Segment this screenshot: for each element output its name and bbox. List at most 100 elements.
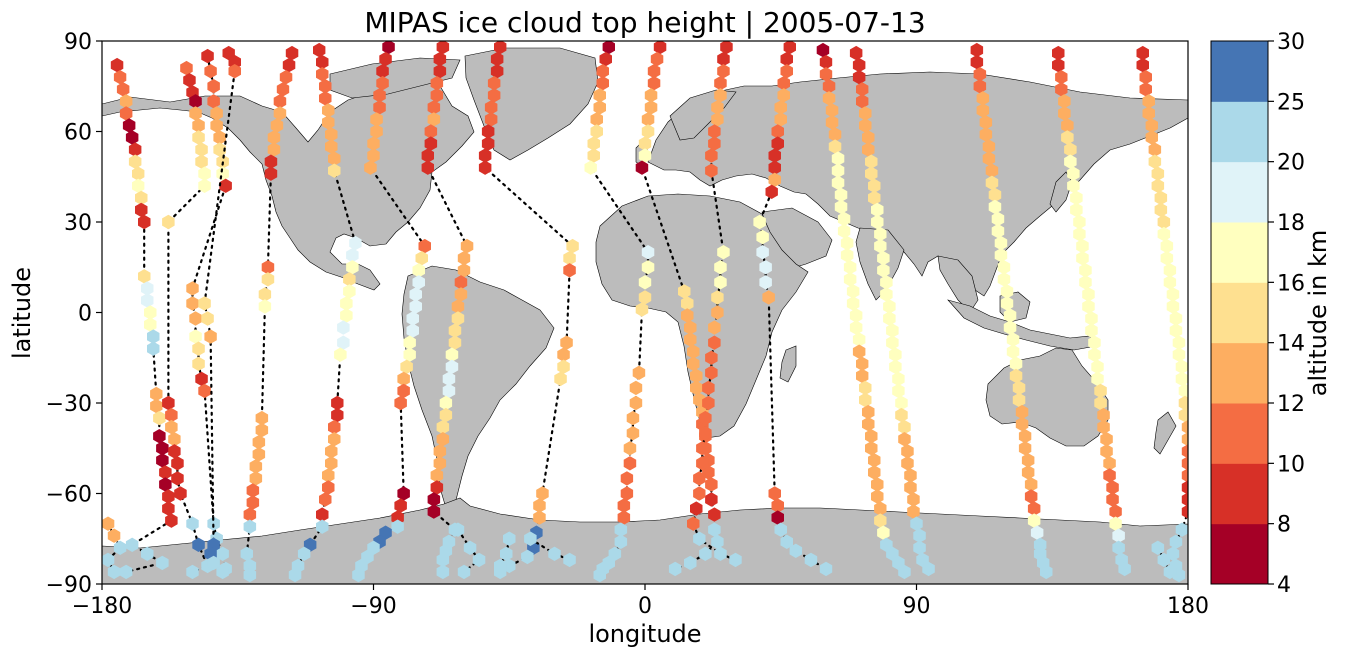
cloud-marker bbox=[705, 163, 718, 178]
cloud-marker bbox=[1139, 70, 1152, 85]
cloud-marker bbox=[207, 79, 220, 94]
cloud-marker bbox=[427, 504, 441, 519]
cloud-marker bbox=[991, 223, 1005, 239]
cloud-marker bbox=[409, 287, 422, 302]
cloud-marker bbox=[825, 103, 839, 118]
cloud-marker bbox=[892, 383, 905, 399]
cloud-marker bbox=[403, 335, 416, 350]
colorbar-bin bbox=[1211, 222, 1268, 283]
cloud-marker bbox=[557, 359, 570, 374]
cloud-marker bbox=[391, 519, 404, 534]
cloud-marker bbox=[889, 359, 902, 374]
cloud-marker bbox=[1148, 142, 1162, 157]
cloud-marker bbox=[868, 465, 881, 480]
cloud-marker bbox=[171, 456, 184, 471]
cloud-marker bbox=[457, 564, 471, 580]
cloud-marker bbox=[985, 163, 999, 178]
cloud-marker bbox=[403, 347, 416, 362]
cloud-marker bbox=[696, 441, 709, 456]
cloud-marker bbox=[198, 383, 211, 399]
cloud-marker bbox=[406, 323, 419, 338]
cloud-marker bbox=[162, 395, 175, 411]
cloud-marker bbox=[328, 151, 341, 166]
cloud-marker bbox=[979, 115, 993, 130]
colorbar-bin bbox=[1211, 403, 1268, 464]
orbit-track bbox=[753, 41, 833, 577]
cloud-marker bbox=[1160, 238, 1174, 254]
cloud-marker bbox=[279, 70, 293, 85]
cloud-marker bbox=[472, 552, 486, 568]
cloud-marker bbox=[886, 323, 899, 338]
cloud-marker bbox=[159, 477, 172, 492]
cloud-marker bbox=[141, 293, 154, 308]
cloud-marker bbox=[216, 546, 229, 561]
cloud-marker bbox=[1085, 323, 1098, 338]
cloud-marker bbox=[436, 419, 450, 435]
colorbar-bin bbox=[1211, 41, 1268, 102]
cloud-marker bbox=[623, 456, 637, 471]
y-tick-label: 0 bbox=[78, 302, 92, 327]
cloud-marker bbox=[1067, 166, 1080, 181]
cloud-marker bbox=[804, 552, 818, 568]
cloud-marker bbox=[1006, 332, 1020, 347]
cloud-marker bbox=[877, 263, 890, 278]
cloud-marker bbox=[1040, 564, 1053, 580]
colorbar-bin bbox=[1211, 523, 1268, 585]
cloud-marker bbox=[1073, 226, 1086, 242]
cloud-marker bbox=[708, 522, 721, 537]
cloud-marker bbox=[331, 395, 344, 411]
cloud-marker bbox=[264, 154, 278, 169]
orbit-track bbox=[1151, 540, 1177, 580]
orbit-track bbox=[1136, 45, 1188, 583]
cloud-marker bbox=[632, 365, 646, 380]
cloud-marker bbox=[171, 471, 184, 486]
cloud-marker bbox=[258, 299, 272, 314]
cloud-marker bbox=[1142, 106, 1155, 121]
cloud-marker bbox=[1136, 57, 1149, 73]
cloud-marker bbox=[641, 245, 655, 260]
cloud-marker bbox=[113, 70, 127, 85]
cloud-marker bbox=[563, 251, 576, 266]
cloud-marker bbox=[243, 558, 257, 574]
cloud-marker bbox=[533, 498, 546, 513]
cloud-marker bbox=[819, 54, 833, 70]
cloud-marker bbox=[1160, 251, 1174, 266]
orbit-track bbox=[102, 516, 127, 580]
cloud-marker bbox=[696, 456, 709, 471]
orbit-track bbox=[687, 41, 742, 568]
cloud-marker bbox=[708, 507, 721, 522]
cloud-marker bbox=[880, 275, 893, 290]
cloud-marker bbox=[970, 42, 984, 58]
cloud-marker bbox=[717, 51, 730, 67]
cloud-marker bbox=[325, 456, 338, 471]
cloud-marker bbox=[913, 528, 926, 543]
cloud-marker bbox=[1024, 477, 1038, 492]
cloud-marker bbox=[207, 94, 220, 109]
cloud-marker bbox=[107, 528, 121, 543]
cloud-marker bbox=[831, 175, 845, 190]
colorbar-bin bbox=[1211, 161, 1268, 223]
cloud-marker bbox=[877, 525, 890, 540]
cloud-marker bbox=[638, 148, 652, 163]
cloud-marker bbox=[705, 492, 718, 507]
cloud-marker bbox=[1154, 202, 1168, 218]
cloud-marker bbox=[1088, 335, 1101, 350]
colorbar-tick-label: 4 bbox=[1277, 573, 1291, 598]
cloud-marker bbox=[436, 552, 450, 568]
cloud-marker bbox=[370, 112, 383, 127]
cloud-marker bbox=[862, 404, 875, 420]
cloud-marker bbox=[213, 130, 226, 145]
cloud-marker bbox=[165, 513, 178, 528]
cloud-marker bbox=[1091, 359, 1104, 374]
cloud-marker bbox=[433, 51, 447, 67]
cloud-marker bbox=[852, 70, 866, 85]
cloud-marker bbox=[1094, 395, 1107, 411]
cloud-marker bbox=[113, 540, 127, 555]
cloud-marker bbox=[273, 94, 287, 109]
cloud-marker bbox=[1018, 429, 1032, 444]
cloud-marker bbox=[328, 419, 341, 435]
y-tick-label: 90 bbox=[64, 30, 92, 55]
cloud-marker bbox=[1088, 347, 1101, 362]
cloud-marker bbox=[273, 106, 287, 121]
